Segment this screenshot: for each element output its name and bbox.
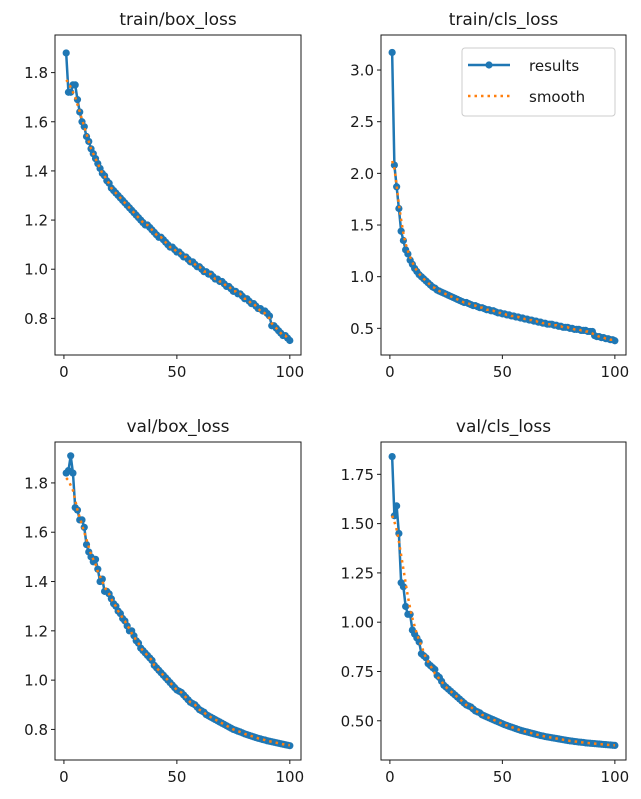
x-tick-label: 0 bbox=[59, 363, 69, 381]
legend-results-label: results bbox=[529, 57, 579, 75]
subplot-val-box_loss: val/box_loss 0 50 100 0.8 1.0 1.2 1.4 1.6 1.8 bbox=[24, 417, 304, 786]
axes-frame bbox=[54, 441, 302, 761]
series-results-point bbox=[67, 452, 75, 460]
legend-smooth-label: smooth bbox=[529, 88, 585, 106]
series-results-point bbox=[388, 48, 396, 57]
y-tick-label: 0.50 bbox=[341, 712, 374, 730]
y-tick-label: 1.0 bbox=[24, 261, 48, 279]
plot-area bbox=[62, 49, 294, 345]
series-results-point bbox=[286, 742, 294, 750]
series-results-point bbox=[286, 336, 294, 345]
x-tick-label: 0 bbox=[385, 363, 395, 381]
series-smooth-line bbox=[390, 515, 615, 747]
series-results-point bbox=[388, 452, 396, 461]
subplot-title: val/cls_loss bbox=[456, 417, 551, 437]
series-results-point bbox=[431, 665, 439, 674]
y-tick-label: 1.00 bbox=[341, 614, 374, 632]
x-tick-label: 100 bbox=[275, 363, 304, 381]
plot-area bbox=[388, 48, 619, 345]
y-tick-label: 3.0 bbox=[350, 62, 374, 80]
series-results-point bbox=[393, 502, 401, 510]
y-tick-label: 1.0 bbox=[350, 268, 374, 286]
subplot-train-box_loss: train/box_loss 0 50 100 0.8 1.0 1.2 1.4 1.6 1.8 bbox=[24, 10, 304, 381]
y-tick-label: 1.6 bbox=[24, 113, 48, 131]
y-tick-label: 0.75 bbox=[341, 663, 374, 681]
x-tick-label: 100 bbox=[601, 768, 630, 786]
axes-frame bbox=[54, 34, 302, 356]
axes-frame bbox=[380, 441, 627, 761]
x-tick-label: 100 bbox=[275, 768, 304, 786]
series-results-line bbox=[65, 454, 291, 747]
series-results-point bbox=[69, 469, 77, 477]
y-tick-label: 1.8 bbox=[24, 474, 48, 492]
y-tick-label: 0.8 bbox=[24, 721, 48, 739]
y-tick-label: 1.6 bbox=[24, 524, 48, 542]
y-tick-label: 1.25 bbox=[341, 564, 374, 582]
subplot-train-cls_loss: train/cls_loss 0 50 100 0.5 1.0 1.5 2.0 2.5 3.0 bbox=[350, 10, 629, 381]
subplot-val-cls_loss: val/cls_loss 0 50 100 0.50 0.75 1.00 1.25 1.50 1.… bbox=[341, 417, 630, 786]
subplot-title: val/box_loss bbox=[127, 417, 230, 437]
axes-frame bbox=[380, 34, 627, 356]
series-results-point bbox=[62, 49, 70, 57]
y-tick-label: 1.50 bbox=[341, 515, 374, 533]
y-tick-label: 1.8 bbox=[24, 64, 48, 82]
series-results-line bbox=[390, 456, 615, 747]
plot-area bbox=[62, 452, 294, 750]
legend: results smooth bbox=[461, 47, 616, 117]
series-results-point bbox=[402, 602, 410, 611]
plot-area bbox=[388, 452, 619, 750]
x-tick-label: 0 bbox=[59, 768, 69, 786]
legend-results-marker bbox=[485, 61, 493, 69]
x-tick-label: 50 bbox=[167, 768, 186, 786]
y-tick-label: 1.75 bbox=[341, 466, 374, 484]
y-tick-label: 1.2 bbox=[24, 622, 48, 640]
subplot-title: train/cls_loss bbox=[449, 10, 559, 30]
y-tick-label: 0.5 bbox=[350, 320, 374, 338]
series-results-point bbox=[67, 88, 75, 96]
series-results-point bbox=[399, 583, 407, 591]
x-tick-label: 100 bbox=[601, 363, 630, 381]
series-results-point bbox=[94, 565, 102, 573]
series-smooth-line bbox=[65, 79, 290, 340]
x-tick-label: 50 bbox=[167, 363, 186, 381]
x-tick-label: 0 bbox=[385, 768, 395, 786]
y-tick-label: 2.5 bbox=[350, 113, 374, 131]
series-smooth-line bbox=[390, 160, 615, 341]
x-tick-label: 50 bbox=[493, 363, 512, 381]
x-tick-label: 50 bbox=[493, 768, 512, 786]
series-results-point bbox=[399, 236, 407, 245]
y-tick-label: 2.0 bbox=[350, 165, 374, 183]
series-results-point bbox=[71, 81, 79, 89]
subplot-title: train/box_loss bbox=[119, 10, 237, 30]
series-smooth-line bbox=[65, 477, 290, 747]
y-tick-label: 0.8 bbox=[24, 310, 48, 328]
y-tick-label: 1.4 bbox=[24, 573, 48, 591]
y-tick-label: 1.0 bbox=[24, 672, 48, 690]
y-tick-label: 1.2 bbox=[24, 212, 48, 230]
y-tick-label: 1.5 bbox=[350, 217, 374, 235]
series-results-point bbox=[395, 204, 403, 213]
series-results-line bbox=[64, 52, 291, 342]
series-results-point bbox=[611, 337, 619, 345]
y-tick-label: 1.4 bbox=[24, 162, 48, 180]
